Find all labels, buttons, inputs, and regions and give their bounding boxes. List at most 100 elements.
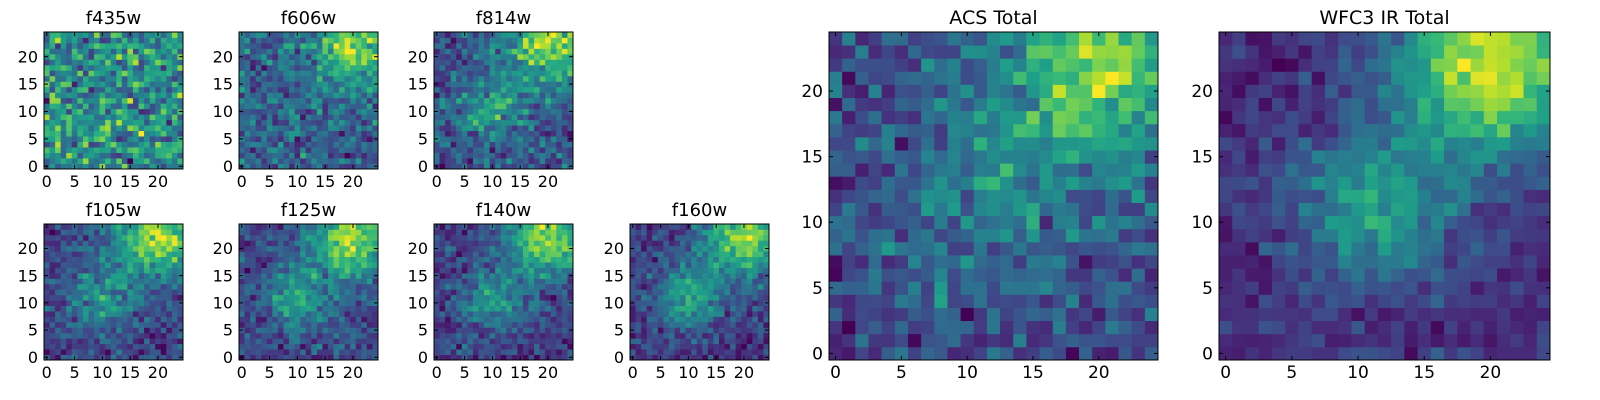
heatmap-cell xyxy=(116,136,123,142)
heatmap-cell xyxy=(713,332,720,339)
heatmap-cell xyxy=(495,114,502,121)
y-tick-label: 20 xyxy=(604,239,624,258)
heatmap-cell xyxy=(344,130,351,137)
heatmap-cell xyxy=(116,32,123,38)
heatmap-cell xyxy=(746,321,753,328)
heatmap-cell xyxy=(311,311,318,317)
heatmap-cell xyxy=(907,268,922,282)
heatmap-cell xyxy=(561,163,568,170)
heatmap-cell xyxy=(71,240,78,247)
heatmap-cell xyxy=(735,305,742,312)
heatmap-cell xyxy=(166,234,173,241)
heatmap-cell xyxy=(556,119,563,126)
heatmap-cell xyxy=(657,289,664,296)
heatmap-cell xyxy=(757,245,764,252)
heatmap-cell xyxy=(322,240,329,247)
heatmap-cell xyxy=(467,316,474,323)
heatmap-cell xyxy=(746,245,753,252)
heatmap-cell xyxy=(316,37,323,44)
heatmap-cell xyxy=(127,152,134,159)
heatmap-cell xyxy=(489,338,496,345)
heatmap-cell xyxy=(266,64,273,71)
heatmap-cell xyxy=(289,125,295,132)
heatmap-cell xyxy=(489,119,496,126)
heatmap-cell xyxy=(484,130,490,137)
heatmap-cell xyxy=(127,130,134,137)
heatmap-cell xyxy=(361,163,368,170)
heatmap-cell xyxy=(921,320,935,335)
heatmap-cell xyxy=(947,268,961,282)
heatmap-cell xyxy=(702,267,709,274)
heatmap-cell xyxy=(88,283,95,290)
heatmap-cell xyxy=(138,86,145,93)
heatmap-cell xyxy=(450,103,457,110)
heatmap-cell xyxy=(1079,189,1093,203)
heatmap-cell xyxy=(361,53,368,60)
heatmap-cell xyxy=(66,53,73,60)
heatmap-cell xyxy=(907,176,922,190)
heatmap-cell xyxy=(1052,294,1067,308)
heatmap-cell xyxy=(144,114,151,121)
heatmap-cell xyxy=(160,349,167,355)
heatmap-cell xyxy=(110,152,117,159)
heatmap-cell xyxy=(94,130,100,137)
heatmap-cell xyxy=(344,272,351,279)
heatmap-cell xyxy=(149,305,156,312)
heatmap-cell xyxy=(132,119,139,126)
heatmap-cell xyxy=(934,241,948,256)
heatmap-cell xyxy=(746,251,753,258)
heatmap-cell xyxy=(528,163,535,170)
heatmap-cell xyxy=(244,103,251,110)
heatmap-cell xyxy=(277,224,284,230)
heatmap-cell xyxy=(752,234,759,241)
heatmap-cell xyxy=(685,229,692,236)
heatmap-cell xyxy=(277,81,284,88)
heatmap-cell xyxy=(434,141,440,148)
heatmap-cell xyxy=(691,332,698,339)
heatmap-cell xyxy=(1039,228,1054,243)
heatmap-cell xyxy=(868,333,883,348)
heatmap-cell xyxy=(1118,228,1133,243)
heatmap-cell xyxy=(160,75,167,82)
heatmap-cell xyxy=(177,332,184,339)
heatmap-cell xyxy=(277,114,284,121)
heatmap-cell xyxy=(724,267,731,274)
heatmap-cell xyxy=(495,316,502,323)
heatmap-cell xyxy=(450,300,457,306)
heatmap-cell xyxy=(171,349,178,355)
heatmap-cell xyxy=(127,114,134,121)
heatmap-cell xyxy=(99,70,106,77)
heatmap-cell xyxy=(166,300,173,306)
heatmap-cell xyxy=(545,86,552,93)
heatmap-cell xyxy=(434,64,440,71)
heatmap-cell xyxy=(244,163,251,170)
heatmap-cell xyxy=(366,332,373,339)
y-tick-label: 0 xyxy=(223,157,233,176)
heatmap-cell xyxy=(556,300,563,306)
heatmap-cell xyxy=(489,158,496,164)
heatmap-cell xyxy=(456,278,463,285)
heatmap-cell xyxy=(99,289,106,296)
heatmap-cell xyxy=(1118,255,1133,269)
heatmap-cell xyxy=(506,343,513,350)
heatmap-cell xyxy=(757,305,764,312)
heatmap-cell xyxy=(355,343,362,350)
heatmap-cell xyxy=(735,349,742,355)
heatmap-cell xyxy=(105,86,112,93)
heatmap-cell xyxy=(921,215,935,230)
heatmap-cell xyxy=(266,108,273,115)
heatmap-cell xyxy=(339,272,346,279)
heatmap-cell xyxy=(49,305,56,312)
heatmap-cell xyxy=(372,37,379,44)
heatmap-cell xyxy=(333,251,340,258)
heatmap-cell xyxy=(439,278,446,285)
heatmap-cell xyxy=(316,338,323,345)
heatmap-cell xyxy=(439,86,446,93)
heatmap-cell xyxy=(495,224,502,230)
axes-frame xyxy=(433,223,574,361)
x-tick-label: 5 xyxy=(264,363,274,382)
heatmap-cell xyxy=(545,119,552,126)
heatmap-cell xyxy=(272,240,279,247)
heatmap-cell xyxy=(934,228,948,243)
